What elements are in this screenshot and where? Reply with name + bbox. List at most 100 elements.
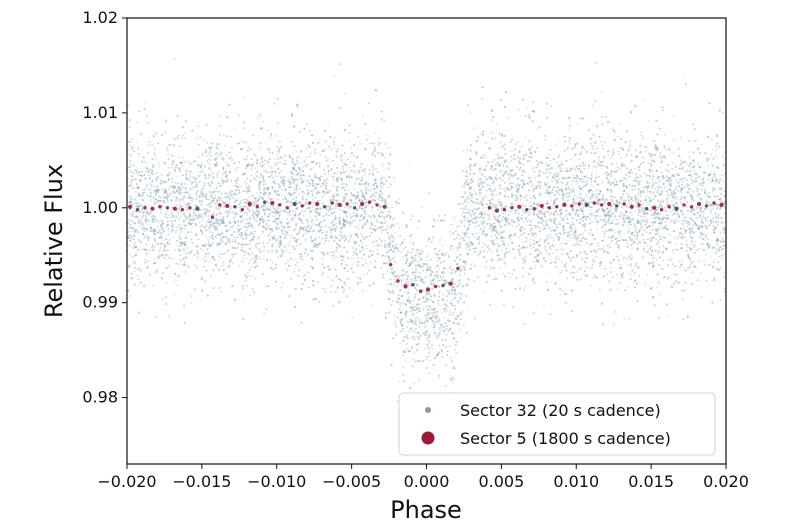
sector-32-point <box>427 317 430 320</box>
sector-32-point <box>153 147 156 149</box>
sector-32-point <box>241 140 244 143</box>
sector-32-point <box>595 173 598 176</box>
sector-32-point <box>628 317 631 320</box>
sector-32-point <box>566 277 569 280</box>
sector-32-point <box>631 218 634 221</box>
sector-32-point <box>355 208 358 211</box>
sector-32-point <box>332 257 335 261</box>
sector-32-point <box>482 154 485 157</box>
sector-32-point <box>608 217 611 219</box>
sector-32-point <box>198 200 201 203</box>
sector-32-point <box>659 179 662 182</box>
sector-32-point <box>272 170 274 172</box>
sector-32-point <box>434 226 437 229</box>
sector-32-point <box>226 195 230 198</box>
sector-32-point <box>217 153 220 157</box>
sector-32-point <box>388 153 392 156</box>
sector-32-point <box>609 215 612 218</box>
sector-32-point <box>468 221 471 224</box>
sector-32-point <box>624 178 627 181</box>
sector-32-point <box>238 203 240 206</box>
sector-32-point <box>127 234 130 237</box>
sector-32-point <box>698 175 701 178</box>
sector-32-point <box>718 268 721 271</box>
sector-32-point <box>706 242 709 245</box>
sector-32-point <box>583 250 586 254</box>
sector-32-point <box>436 337 439 339</box>
sector-32-point <box>698 224 701 227</box>
sector-32-point <box>578 218 580 220</box>
sector-32-point <box>272 180 275 183</box>
sector-32-point <box>681 178 684 181</box>
sector-32-point <box>501 162 503 164</box>
sector-32-point <box>139 210 142 213</box>
sector-32-point <box>421 250 424 253</box>
sector-32-point <box>602 156 606 159</box>
sector-32-point <box>465 308 468 311</box>
sector-32-point <box>275 217 278 220</box>
sector-32-point <box>367 182 370 185</box>
sector-32-point <box>615 240 618 243</box>
sector-32-point <box>229 196 231 199</box>
sector-32-point <box>566 195 569 198</box>
sector-32-point <box>500 226 503 229</box>
sector-32-point <box>317 211 320 215</box>
sector-32-point <box>425 324 427 327</box>
sector-32-point <box>292 219 294 221</box>
sector-32-point <box>178 224 181 227</box>
sector-32-point <box>216 143 219 146</box>
sector-32-point <box>145 194 148 197</box>
sector-32-point <box>572 256 575 259</box>
sector-32-point <box>360 214 363 217</box>
sector-32-point <box>166 149 169 152</box>
sector-32-point <box>146 230 149 232</box>
sector-32-point <box>269 211 272 214</box>
sector-32-point <box>481 221 484 223</box>
sector-32-point <box>165 296 168 299</box>
sector-32-point <box>701 198 703 201</box>
sector-32-point <box>304 210 307 213</box>
sector-32-point <box>245 182 248 185</box>
sector-32-point <box>534 150 537 154</box>
sector-32-point <box>572 271 576 274</box>
sector-32-point <box>364 203 367 206</box>
sector-32-point <box>494 137 497 140</box>
sector-32-point <box>391 300 394 302</box>
sector-32-point <box>130 179 133 182</box>
sector-32-point <box>466 104 469 106</box>
sector-32-point <box>350 267 353 270</box>
sector-32-point <box>291 171 294 174</box>
sector-32-point <box>244 217 247 220</box>
sector-32-point <box>515 199 518 202</box>
sector-32-point <box>448 345 451 347</box>
sector-32-point <box>141 198 143 201</box>
sector-32-point <box>557 238 560 241</box>
sector-32-point <box>616 169 619 172</box>
sector-32-point <box>623 317 626 320</box>
sector-32-point <box>393 274 396 277</box>
sector-32-point <box>262 205 266 208</box>
sector-32-point <box>355 177 358 181</box>
sector-32-point <box>244 230 247 233</box>
sector-32-point <box>696 187 699 191</box>
sector-32-point <box>454 308 457 311</box>
sector-32-point <box>374 195 377 198</box>
sector-32-point <box>510 155 513 158</box>
sector-32-point <box>500 289 503 292</box>
sector-32-point <box>701 181 704 185</box>
sector-32-point <box>362 207 364 209</box>
sector-32-point <box>701 188 703 191</box>
sector-32-point <box>514 143 517 146</box>
sector-32-point <box>301 283 304 286</box>
sector-32-point <box>221 173 224 175</box>
sector-32-point <box>577 169 580 171</box>
sector-32-point <box>288 208 291 211</box>
sector-32-point <box>304 248 307 250</box>
sector-32-point <box>711 301 714 304</box>
sector-32-point <box>130 195 133 198</box>
sector-32-point <box>379 190 382 193</box>
sector-32-point <box>496 243 499 245</box>
sector-32-point <box>682 160 685 163</box>
sector-32-point <box>546 169 548 172</box>
sector-32-point <box>402 327 404 330</box>
